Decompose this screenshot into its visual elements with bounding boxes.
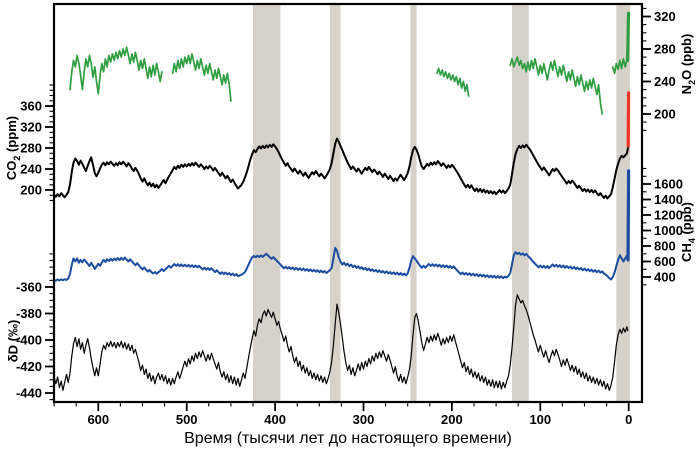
x-tick-label: 200: [441, 412, 463, 427]
series-n2o-modern-rise: [625, 11, 631, 63]
n2o-tick-label: 200: [654, 107, 676, 122]
series-ch4-modern-rise: [626, 169, 631, 262]
co2-axis-title: CO2 (ppm): [4, 115, 22, 181]
co2-tick-label: 320: [20, 120, 42, 135]
n2o-tick-label: 280: [654, 42, 676, 57]
n2o-axis-title: N2O (ppb): [679, 33, 697, 95]
x-tick-label: 600: [87, 412, 109, 427]
ch4-tick-label: 800: [654, 239, 676, 254]
interglacial-band: [329, 5, 341, 401]
series-co2: [53, 137, 630, 200]
x-tick-label: 0: [625, 412, 632, 427]
dD-tick-label: -380: [16, 306, 42, 321]
x-axis-title: Время (тысячи лет до настоящего времени): [184, 430, 512, 447]
series-n2o-seg2: [171, 53, 232, 102]
interglacial-band: [253, 5, 281, 401]
interglacial-band: [616, 5, 630, 401]
x-tick-label: 100: [529, 412, 551, 427]
series-n2o-seg1: [69, 46, 163, 95]
series-n2o-seg4: [509, 56, 604, 115]
interglacial-band: [410, 5, 417, 401]
ch4-tick-label: 400: [654, 270, 676, 285]
series-ch4: [53, 246, 629, 282]
ch4-tick-label: 1200: [654, 208, 683, 223]
x-tick-label: 500: [176, 412, 198, 427]
co2-tick-label: 240: [20, 162, 42, 177]
ch4-tick-label: 1600: [654, 177, 683, 192]
ch4-tick-label: 1400: [654, 192, 683, 207]
ch4-tick-label: 1000: [654, 223, 683, 238]
n2o-tick-label: 320: [654, 9, 676, 24]
co2-tick-label: 200: [20, 183, 42, 198]
dD-tick-label: -440: [16, 386, 42, 401]
series-n2o-seg5: [611, 57, 629, 75]
x-tick-label: 300: [353, 412, 375, 427]
series-n2o-seg3: [436, 67, 470, 97]
dD-axis-title: δD (‰): [5, 319, 21, 363]
dD-tick-label: -420: [16, 359, 42, 374]
ch4-axis-title: CH4 (ppb): [679, 202, 697, 262]
n2o-tick-label: 240: [654, 74, 676, 89]
dD-tick-label: -360: [16, 280, 42, 295]
ch4-tick-label: 600: [654, 254, 676, 269]
plot-frame: [52, 2, 644, 404]
series-dD: [53, 294, 629, 391]
co2-tick-label: 360: [20, 99, 42, 114]
dD-tick-label: -400: [16, 333, 42, 348]
x-tick-label: 400: [264, 412, 286, 427]
co2-tick-label: 280: [20, 141, 42, 156]
